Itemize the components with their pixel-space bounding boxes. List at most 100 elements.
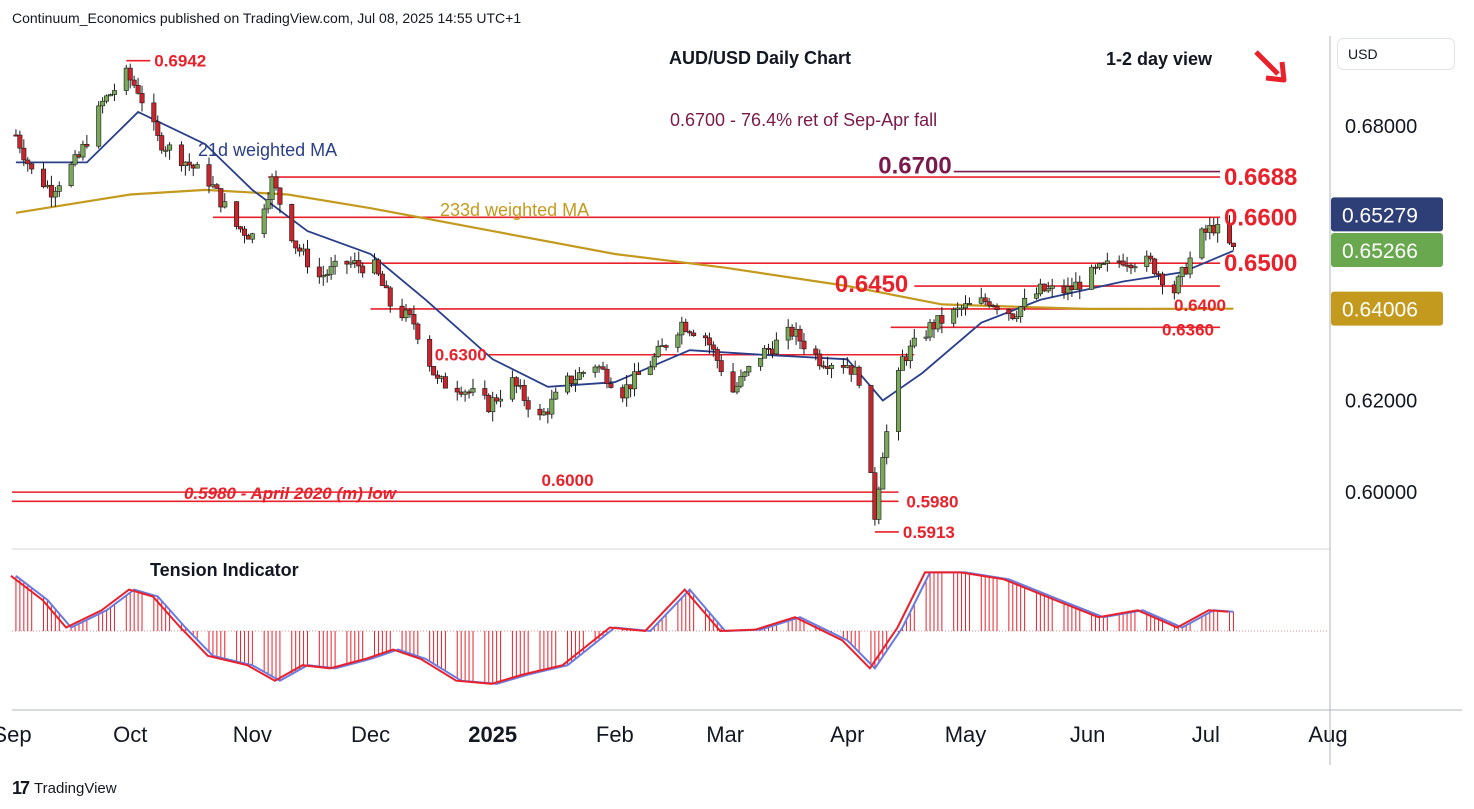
candle-body	[738, 376, 744, 387]
candle-body	[186, 161, 192, 166]
level-label: 0.6360	[1162, 320, 1214, 339]
candle-body	[348, 262, 354, 265]
candle-body	[576, 372, 582, 380]
candle-body	[1041, 283, 1047, 292]
candle-body	[572, 379, 578, 385]
tradingview-logo-icon: 17	[12, 778, 30, 798]
candle-body	[817, 353, 823, 367]
candle-body	[1199, 228, 1205, 259]
candle-body	[1226, 224, 1232, 244]
candle-body	[206, 164, 212, 187]
tradingview-logo-text: TradingView	[34, 780, 117, 797]
candle-body	[1104, 260, 1110, 264]
level-label: 0.6600	[1224, 204, 1297, 231]
candle-body	[801, 340, 807, 350]
candle-body	[431, 366, 437, 376]
candle-body	[320, 275, 326, 278]
candle-body	[356, 260, 362, 267]
ma-233-line	[15, 188, 1234, 311]
x-tick-label: Aug	[1308, 722, 1347, 747]
x-tick-label: Dec	[351, 722, 390, 747]
candle-body	[959, 307, 965, 310]
candle-body	[1077, 281, 1083, 290]
candle-body	[151, 102, 157, 123]
candle-body	[994, 305, 1000, 310]
candle-body	[1033, 293, 1039, 299]
candle-body	[328, 266, 334, 275]
candle-body	[655, 346, 661, 357]
tradingview-logo[interactable]: 17 TradingView	[12, 778, 117, 799]
candle-body	[939, 315, 945, 324]
candle-body	[379, 273, 385, 286]
candle-body	[80, 143, 86, 158]
candle-body	[880, 457, 886, 490]
candle-body	[269, 176, 275, 200]
candle-body	[1187, 257, 1193, 275]
candle-body	[868, 385, 874, 473]
candle-body	[316, 266, 322, 278]
candle-body	[687, 331, 693, 334]
currency-button[interactable]: USD	[1337, 38, 1455, 70]
candle-body	[773, 339, 779, 355]
candle-body	[1230, 242, 1236, 248]
candle-body	[387, 287, 393, 307]
tension-main-line	[10, 571, 1229, 685]
candle-body	[1175, 276, 1181, 294]
candle-body	[415, 323, 421, 340]
candle-body	[951, 309, 957, 324]
price-badge	[1331, 197, 1443, 232]
candle-body	[525, 400, 531, 410]
candle-body	[608, 383, 614, 388]
fib-note: 0.6700 - 76.4% ret of Sep-Apr fall	[670, 110, 937, 130]
x-tick-label: Nov	[233, 722, 272, 747]
candle-body	[1132, 266, 1138, 269]
x-tick-label: Sep	[0, 722, 32, 747]
candle-body	[490, 397, 496, 413]
candle-body	[702, 335, 708, 339]
level-label: 0.6688	[1224, 164, 1297, 191]
level-label: 0.6450	[835, 271, 908, 298]
x-tick-label: 2025	[468, 722, 517, 747]
candle-body	[407, 309, 413, 315]
chart-title: AUD/USD Daily Chart	[669, 48, 851, 68]
candle-body	[108, 94, 114, 97]
candle-body	[427, 338, 433, 367]
candle-body	[553, 391, 559, 400]
candle-body	[1160, 273, 1166, 286]
candle-body	[411, 314, 417, 325]
candle-body	[1089, 266, 1095, 290]
candle-body	[706, 337, 712, 346]
candle-body	[100, 100, 106, 107]
candle-body	[111, 90, 117, 95]
price-badge-label: 0.65266	[1342, 240, 1418, 263]
candle-body	[470, 388, 476, 393]
candle-body	[746, 366, 752, 373]
level-label: 0.6500	[1224, 250, 1297, 277]
candle-body	[710, 344, 716, 350]
candle-body	[899, 356, 905, 371]
candle-body	[127, 67, 133, 81]
candle-body	[482, 388, 488, 396]
candle-body	[1006, 309, 1012, 315]
candle-body	[1045, 288, 1051, 292]
candle-body	[565, 375, 571, 393]
candle-body	[635, 371, 641, 375]
candle-body	[521, 384, 527, 401]
x-tick-label: Mar	[706, 722, 744, 747]
candle-body	[927, 322, 933, 338]
tension-title: Tension Indicator	[150, 560, 299, 580]
candle-body	[651, 356, 657, 368]
candle-body	[714, 349, 720, 361]
view-label: 1-2 day view	[1106, 49, 1213, 69]
price-badge-label: 0.64006	[1342, 299, 1418, 322]
candle-body	[509, 377, 515, 400]
candle-body	[383, 285, 389, 289]
candle-body	[305, 248, 311, 268]
candle-body	[21, 147, 27, 161]
candle-body	[159, 135, 165, 151]
candle-body	[84, 143, 90, 147]
candle-body	[332, 260, 338, 267]
candle-body	[1014, 316, 1020, 320]
candle-body	[273, 176, 279, 189]
candle-body	[513, 377, 519, 387]
